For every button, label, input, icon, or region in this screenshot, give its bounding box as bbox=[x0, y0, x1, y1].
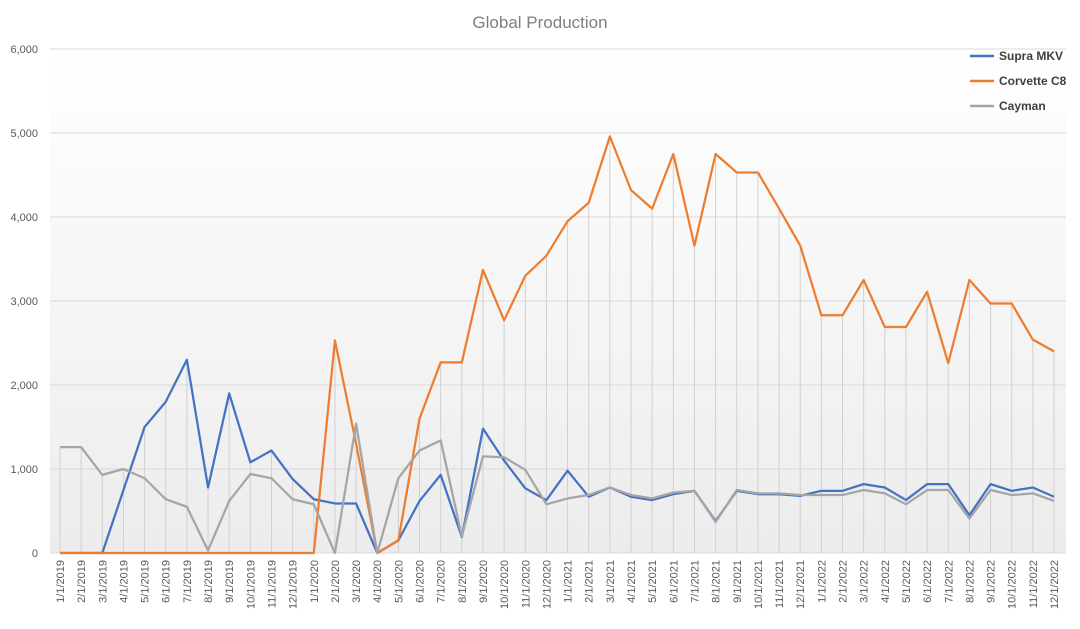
y-tick-label: 6,000 bbox=[10, 44, 38, 56]
x-tick-label: 4/1/2020 bbox=[372, 560, 384, 603]
x-tick-label: 7/1/2020 bbox=[436, 560, 448, 603]
series-line bbox=[60, 422, 1055, 555]
x-tick-label: 3/1/2022 bbox=[859, 560, 871, 603]
x-tick-label: 11/1/2019 bbox=[266, 560, 278, 608]
legend-text: Supra MKV bbox=[999, 49, 1063, 63]
chart-title: Global Production bbox=[472, 13, 607, 32]
x-tick-label: 12/1/2022 bbox=[1049, 560, 1061, 609]
x-tick-label: 3/1/2021 bbox=[605, 560, 617, 603]
x-tick-label: 9/1/2022 bbox=[986, 560, 998, 603]
x-tick-label: 4/1/2019 bbox=[118, 560, 130, 603]
x-tick-label: 9/1/2020 bbox=[478, 560, 490, 603]
x-tick-label: 2/1/2021 bbox=[584, 560, 596, 603]
y-tick-label: 3,000 bbox=[10, 296, 38, 308]
x-tick-label: 9/1/2019 bbox=[224, 560, 236, 603]
x-tick-label: 11/1/2021 bbox=[774, 560, 786, 608]
y-tick-label: 2,000 bbox=[10, 380, 38, 392]
x-tick-label: 7/1/2019 bbox=[182, 560, 194, 603]
x-tick-label: 5/1/2019 bbox=[140, 560, 152, 603]
x-tick-label: 10/1/2021 bbox=[753, 560, 765, 609]
y-tick-label: 1,000 bbox=[10, 464, 38, 476]
series-line bbox=[60, 135, 1055, 555]
x-tick-label: 6/1/2021 bbox=[668, 560, 680, 603]
x-tick-label: 1/1/2019 bbox=[55, 560, 67, 603]
x-tick-label: 10/1/2019 bbox=[245, 560, 257, 609]
x-tick-label: 8/1/2022 bbox=[964, 560, 976, 603]
x-tick-label: 10/1/2020 bbox=[499, 560, 511, 609]
x-tick-label: 8/1/2020 bbox=[457, 560, 469, 603]
x-tick-label: 12/1/2021 bbox=[795, 560, 807, 609]
x-tick-label: 1/1/2021 bbox=[563, 560, 575, 603]
x-tick-label: 12/1/2020 bbox=[541, 560, 553, 609]
x-tick-label: 7/1/2022 bbox=[943, 560, 955, 603]
x-tick-label: 2/1/2019 bbox=[76, 560, 88, 603]
x-tick-label: 6/1/2022 bbox=[922, 560, 934, 603]
series-line bbox=[60, 358, 1055, 555]
x-tick-label: 2/1/2022 bbox=[838, 560, 850, 603]
x-tick-label: 6/1/2020 bbox=[415, 560, 427, 603]
x-tick-label: 1/1/2020 bbox=[309, 560, 321, 603]
y-tick-label: 4,000 bbox=[10, 212, 38, 224]
x-tick-label: 3/1/2020 bbox=[351, 560, 363, 603]
x-tick-label: 8/1/2019 bbox=[203, 560, 215, 603]
x-tick-label: 3/1/2019 bbox=[97, 560, 109, 603]
x-tick-label: 7/1/2021 bbox=[689, 560, 701, 603]
x-tick-label: 12/1/2019 bbox=[288, 560, 300, 609]
x-tick-label: 2/1/2020 bbox=[330, 560, 342, 603]
x-tick-label: 11/1/2022 bbox=[1028, 560, 1040, 608]
x-tick-label: 5/1/2020 bbox=[393, 560, 405, 603]
legend-text: Cayman bbox=[999, 99, 1046, 113]
x-tick-label: 4/1/2022 bbox=[880, 560, 892, 603]
x-tick-label: 8/1/2021 bbox=[711, 560, 723, 603]
x-tick-label: 4/1/2021 bbox=[626, 560, 638, 603]
y-tick-label: 0 bbox=[32, 548, 38, 560]
x-tick-label: 1/1/2022 bbox=[816, 560, 828, 603]
y-tick-label: 5,000 bbox=[10, 128, 38, 140]
x-tick-label: 11/1/2020 bbox=[520, 560, 532, 608]
x-tick-label: 9/1/2021 bbox=[732, 560, 744, 603]
x-tick-label: 5/1/2022 bbox=[901, 560, 913, 603]
x-tick-label: 6/1/2019 bbox=[161, 560, 173, 603]
x-tick-label: 10/1/2022 bbox=[1007, 560, 1019, 609]
legend-text: Corvette C8 bbox=[999, 74, 1067, 88]
x-tick-label: 5/1/2021 bbox=[647, 560, 659, 603]
